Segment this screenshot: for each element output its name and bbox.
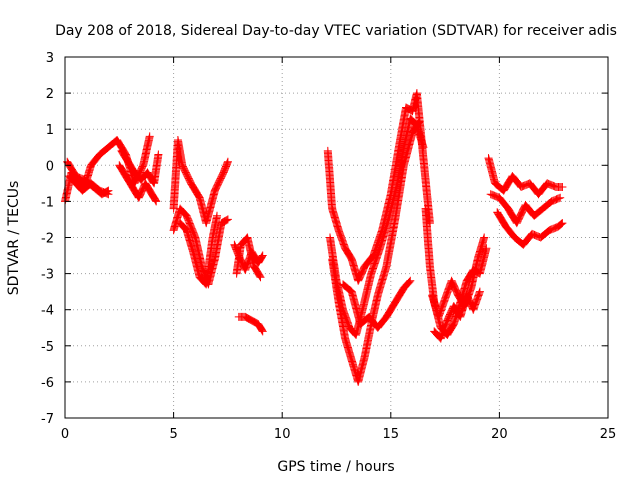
x-tick-label: 25	[600, 427, 617, 442]
y-tick-label: -7	[41, 412, 54, 427]
y-axis-title: SDTVAR / TECUs	[6, 181, 22, 296]
data-track-0-7	[176, 211, 221, 289]
x-tick-label: 20	[491, 427, 508, 442]
data-track-0-13	[328, 118, 423, 386]
y-tick-label: -1	[41, 195, 54, 210]
data-track-0-20	[493, 208, 567, 249]
y-tick-label: -3	[41, 268, 54, 283]
x-tick-labels: 0 5 10 15 20 25	[61, 427, 616, 442]
y-tick-label: 3	[46, 51, 54, 66]
data-track-0-3	[115, 161, 161, 206]
y-tick-labels: 3 2 1 0 -1 -2 -3 -4 -5 -6 -7	[41, 51, 54, 427]
x-tick-label: 15	[383, 427, 400, 442]
data-track-0-2	[65, 172, 113, 199]
data-points	[61, 89, 567, 386]
y-tick-label: -2	[41, 232, 54, 247]
x-axis-title: GPS time / hours	[277, 459, 394, 475]
y-tick-label: 0	[46, 159, 54, 174]
data-track-0-17	[430, 287, 484, 343]
x-tick-label: 10	[274, 427, 291, 442]
data-track-0-4	[117, 146, 163, 188]
chart-title: Day 208 of 2018, Sidereal Day-to-day VTE…	[55, 23, 617, 39]
y-tick-label: -5	[41, 340, 54, 355]
data-track-0-10	[234, 312, 267, 336]
data-track-0-14	[339, 276, 415, 332]
axis-ticks	[64, 56, 609, 419]
y-tick-label: 1	[46, 123, 54, 138]
y-tick-label: -4	[41, 304, 54, 319]
y-tick-label: 2	[46, 87, 54, 102]
data-track-0-18	[484, 154, 567, 199]
data-track-0-9	[232, 233, 265, 282]
x-tick-label: 0	[61, 427, 69, 442]
y-tick-label: -6	[41, 376, 54, 391]
data-track-0-19	[486, 190, 565, 228]
x-tick-label: 5	[169, 427, 177, 442]
data-track-0-5	[169, 136, 232, 228]
